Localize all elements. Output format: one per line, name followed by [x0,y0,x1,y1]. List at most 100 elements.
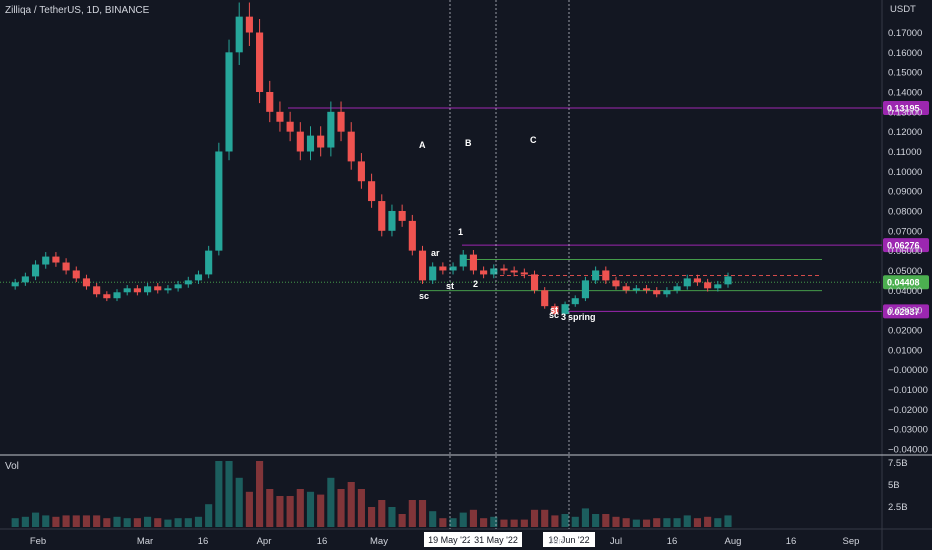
volume-bar [398,514,406,527]
volume-bar [225,461,233,527]
annotation-label: 3 [561,312,566,322]
candle-body [418,250,427,281]
volume-bar [663,518,671,527]
volume-bar [541,509,549,527]
volume-bar [449,518,457,527]
volume-bar [205,504,213,527]
candle-body [632,288,640,291]
y-tick-label: 0.17000 [888,28,922,39]
volume-label: Vol [5,461,19,472]
volume-bar [714,518,722,527]
candle-body [714,284,722,289]
candle-body [581,280,590,299]
y-tick-label: 0.07000 [888,226,922,237]
annotation-label: C [530,135,537,145]
candle-body [174,284,182,289]
candle-body [82,278,91,287]
volume-bar [357,489,365,527]
volume-bar [174,518,182,527]
candle-body [123,288,131,293]
candle-body [72,270,80,279]
volume-bar [62,515,70,527]
candle-body [724,276,732,285]
volume-bar [683,515,691,527]
price-level-tag-label: 0.04408 [887,278,920,288]
candle-body [327,111,335,148]
volume-bar [123,518,131,527]
candle-body [133,288,141,293]
x-tick-label: 16 [198,536,209,547]
candle-body [164,288,172,291]
candle-body [663,290,671,295]
candle-body [541,290,549,307]
volume-bar [276,496,284,527]
y-tick-label: 0.06000 [888,246,922,257]
date-marker-tag [470,532,522,547]
y-tick-label: 0.14000 [888,88,922,99]
volume-bar [551,515,559,527]
y-tick-label: 0.05000 [888,266,922,277]
volume-bar [388,507,396,527]
candle-body [276,111,284,122]
candle-body [642,288,651,291]
candle-body [429,266,437,281]
y-tick-label: 0.09000 [888,187,922,198]
candle-body [490,268,498,275]
chart-title: Zilliqa / TetherUS, 1D, BINANCE [5,5,150,16]
candle-body [449,266,457,271]
volume-bar [154,518,162,527]
date-marker-tag [424,532,476,547]
volume-bar [82,515,91,527]
candle-body [378,201,386,231]
candle-body [357,161,365,182]
price-level-tag-label: 0.06276 [887,241,920,251]
y-tick-label: 0.01000 [888,345,922,356]
candle-body [31,264,40,277]
x-tick-label: Jun [548,536,563,547]
volume-bar [103,518,111,527]
candle-body [113,292,121,299]
volume-bar [164,519,172,527]
annotation-label: ar [431,248,440,258]
candle-body [592,270,600,281]
y-tick-label: 0.11000 [888,147,922,158]
price-level-tag [883,238,929,253]
volume-bar [653,518,661,527]
annotation-label: sc [419,291,429,301]
candle-body [11,282,19,287]
y-tick-label: 0.03000 [888,306,922,317]
x-tick-label: 16 [786,536,797,547]
x-tick-label: Apr [257,536,272,547]
candle-body [317,135,325,148]
y-tick-label: −0.02000 [888,405,928,416]
volume-bar [520,519,528,527]
volume-bar [327,477,335,527]
y-tick-label: −0.00000 [888,365,928,376]
y-tick-label: 0.13000 [888,107,922,118]
x-tick-label: May [370,536,388,547]
candle-body [459,254,467,267]
volume-bar [724,515,732,527]
candle-body [551,306,559,315]
candle-body [347,131,355,162]
candle-body [571,298,579,305]
volume-bar [31,512,40,527]
x-tick-label: Feb [30,536,46,547]
annotation-label: A [419,140,426,150]
candle-body [245,16,253,33]
volume-bar [93,515,101,527]
candle-body [256,32,264,92]
volume-bar [42,515,50,527]
candle-body [154,286,162,291]
candle-body [520,272,528,275]
volume-bar [490,516,498,527]
candle-body [530,274,539,291]
candle-body [194,274,203,281]
candle-body [612,280,620,287]
y-tick-label: 0.02000 [888,325,922,336]
candle-body [62,262,70,271]
volume-bar [592,514,600,527]
candle-body [622,286,630,291]
